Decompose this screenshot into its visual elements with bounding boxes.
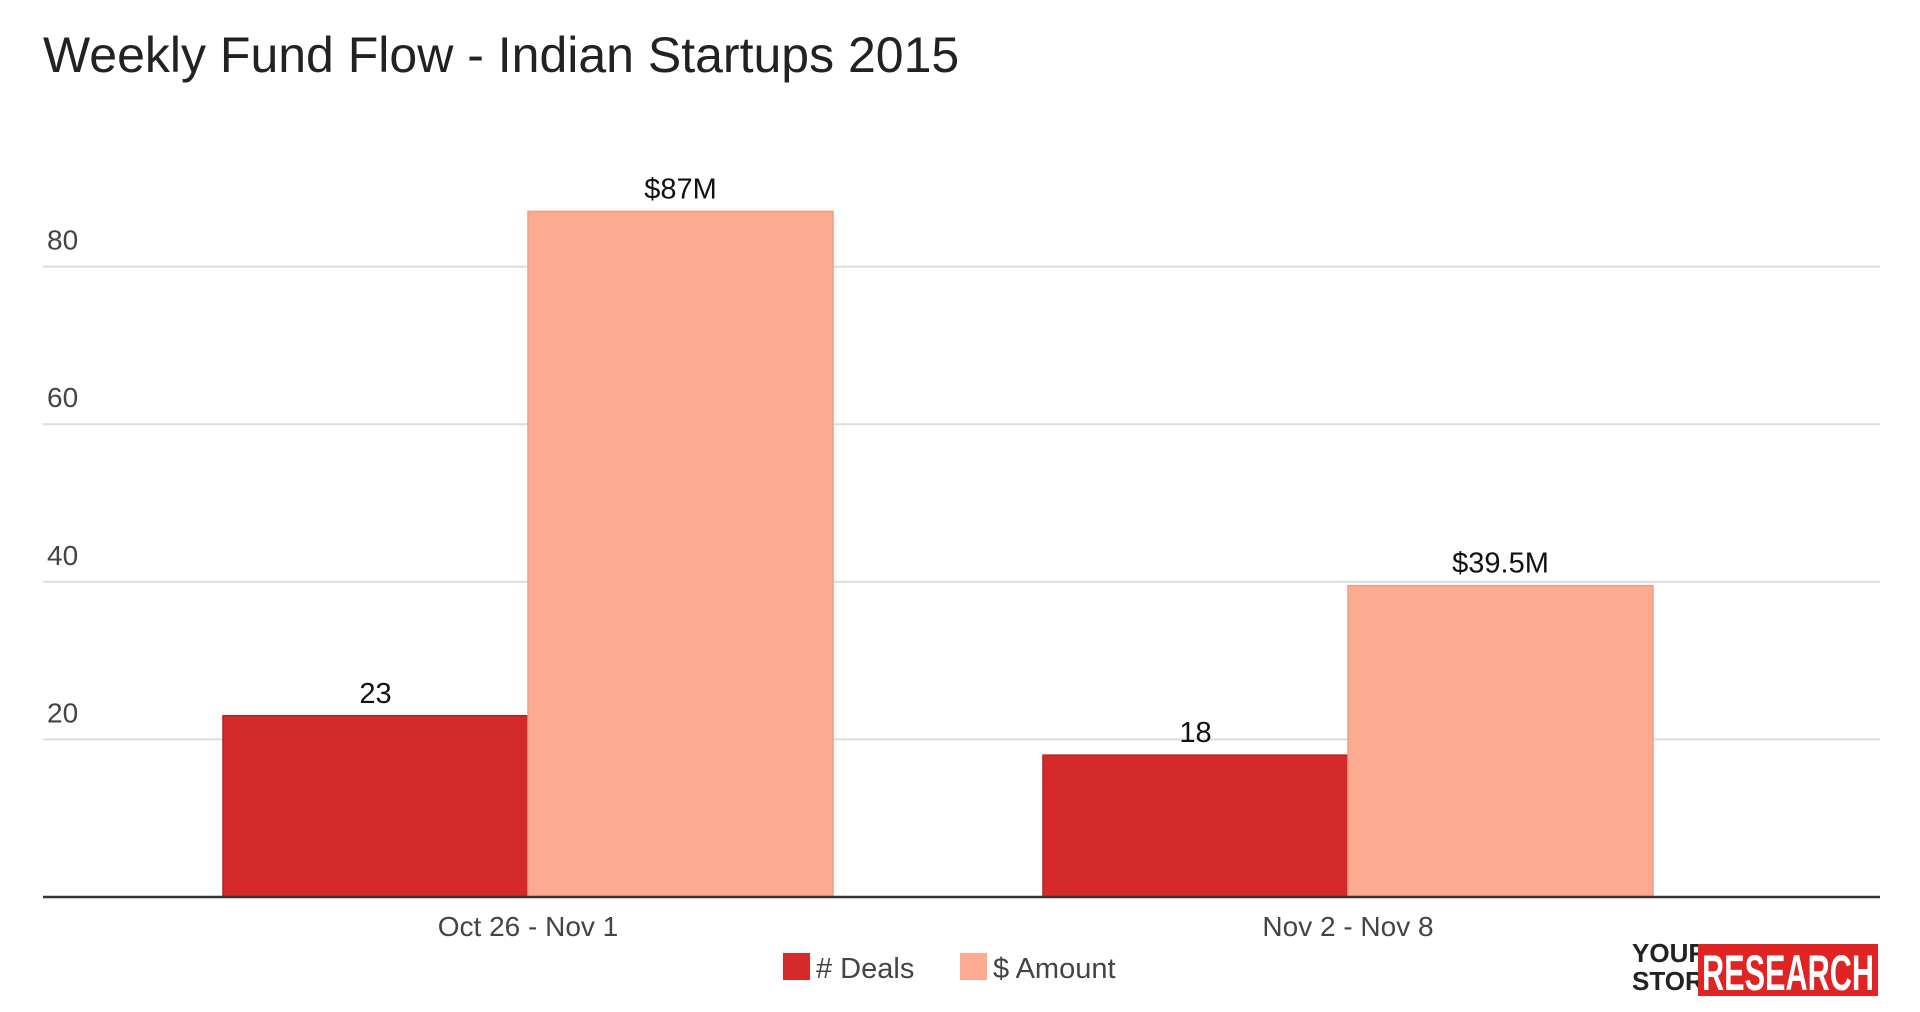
bar-deals-2	[1042, 754, 1349, 898]
chart-title: Weekly Fund Flow - Indian Startups 2015	[43, 27, 959, 83]
data-label-amount-1: $87M	[644, 173, 717, 205]
category-label-2: Nov 2 - Nov 8	[1262, 911, 1433, 942]
data-label-amount-2: $39.5M	[1452, 548, 1549, 580]
logo-text-research: RESEARCH	[1702, 945, 1874, 1001]
legend-label-deals: # Deals	[816, 953, 914, 985]
legend-swatch-amount	[960, 953, 987, 980]
data-label-deals-1: 23	[359, 678, 391, 710]
logo-text-your: YOUR	[1632, 938, 1707, 968]
bar-amount-1	[527, 210, 834, 898]
y-tick-label-60: 60	[47, 382, 78, 413]
category-label-1: Oct 26 - Nov 1	[438, 911, 619, 942]
bar-amount-2	[1347, 584, 1654, 898]
category-labels: Oct 26 - Nov 1 Nov 2 - Nov 8	[438, 911, 1434, 942]
bars	[222, 210, 1654, 898]
y-tick-label-40: 40	[47, 540, 78, 571]
bar-deals-1	[222, 715, 529, 898]
logo-research-box	[1698, 944, 1878, 996]
y-tick-label-80: 80	[47, 225, 78, 256]
legend: # Deals $ Amount	[783, 953, 1116, 985]
y-tick-label-20: 20	[47, 697, 78, 728]
legend-swatch-deals	[783, 953, 810, 980]
data-labels: 23 $87M 18 $39.5M	[359, 173, 1549, 749]
yourstory-research-logo: YOUR STORY RESEARCH	[1632, 938, 1878, 1001]
y-axis-ticks: 20 40 60 80	[47, 225, 78, 729]
legend-label-amount: $ Amount	[993, 953, 1116, 985]
data-label-deals-2: 18	[1179, 717, 1211, 749]
